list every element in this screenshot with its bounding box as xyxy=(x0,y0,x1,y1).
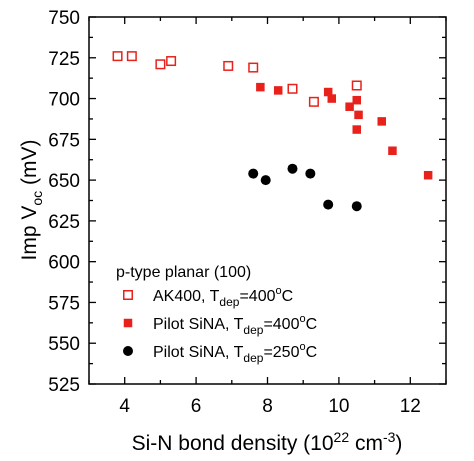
data-point-series-1 xyxy=(155,59,166,70)
y-tick-label: 750 xyxy=(48,8,80,29)
x-tick-label: 4 xyxy=(119,396,130,417)
x-tick-label: 8 xyxy=(262,396,273,417)
data-point-series-3 xyxy=(305,168,316,179)
data-point-series-3 xyxy=(260,175,271,186)
data-point-series-2 xyxy=(352,125,361,134)
data-point-series-2 xyxy=(388,146,397,156)
y-tick-label: 575 xyxy=(48,293,80,314)
x-axis-title: Si-N bond density (1022 cm-3) xyxy=(132,429,403,455)
legend-label-1: AK400, Tdep=400oC xyxy=(153,285,293,309)
legend-title: p-type planar (100) xyxy=(116,264,251,281)
data-point-series-2 xyxy=(323,87,333,97)
y-tick-label: 550 xyxy=(48,334,80,355)
data-point-series-3 xyxy=(323,199,334,210)
legend-label-2: Pilot SiNA, Tdep=400oC xyxy=(153,313,317,337)
y-tick-label: 525 xyxy=(48,375,80,396)
data-points xyxy=(112,51,433,212)
data-point-series-1 xyxy=(223,60,234,71)
data-point-series-3 xyxy=(351,201,362,212)
data-point-series-3 xyxy=(287,163,298,174)
data-point-series-2 xyxy=(354,110,363,120)
legend-label-3: Pilot SiNA, Tdep=250oC xyxy=(153,341,317,365)
y-axis-title: Imp Voc (mV) xyxy=(18,140,45,261)
legend-marker-2 xyxy=(123,318,133,328)
data-point-series-2 xyxy=(256,82,265,92)
data-point-series-1 xyxy=(126,51,137,62)
y-tick-labels: 525 550 575 600 625 650 675 700 725 750 xyxy=(48,8,80,396)
data-point-series-2 xyxy=(377,117,386,126)
data-point-series-2 xyxy=(345,102,354,111)
x-tick-label: 10 xyxy=(328,396,349,417)
legend-marker-1 xyxy=(123,290,133,300)
y-tick-label: 625 xyxy=(48,212,80,233)
legend: p-type planar (100) AK400, Tdep=400oC Pil… xyxy=(116,264,317,365)
y-tick-label: 600 xyxy=(48,253,80,274)
y-tick-label: 650 xyxy=(48,171,80,192)
legend-marker-3 xyxy=(123,346,133,356)
x-tick-label: 6 xyxy=(191,396,202,417)
data-point-series-1 xyxy=(112,51,123,62)
data-point-series-1 xyxy=(166,56,177,67)
data-point-series-1 xyxy=(308,96,319,107)
axis-ticks xyxy=(88,16,447,385)
data-point-series-1 xyxy=(287,83,298,94)
data-point-series-2 xyxy=(423,170,433,180)
data-point-series-1 xyxy=(351,80,362,91)
x-tick-label: 12 xyxy=(400,396,421,417)
data-point-series-2 xyxy=(327,94,337,103)
data-point-series-2 xyxy=(352,95,361,105)
y-tick-label: 675 xyxy=(48,130,80,151)
data-point-series-1 xyxy=(248,62,259,73)
data-point-series-2 xyxy=(273,86,283,95)
x-tick-labels: 4 6 8 10 12 xyxy=(119,396,420,417)
data-point-series-3 xyxy=(248,168,259,179)
y-tick-label: 725 xyxy=(48,49,80,70)
y-tick-label: 700 xyxy=(48,90,80,111)
